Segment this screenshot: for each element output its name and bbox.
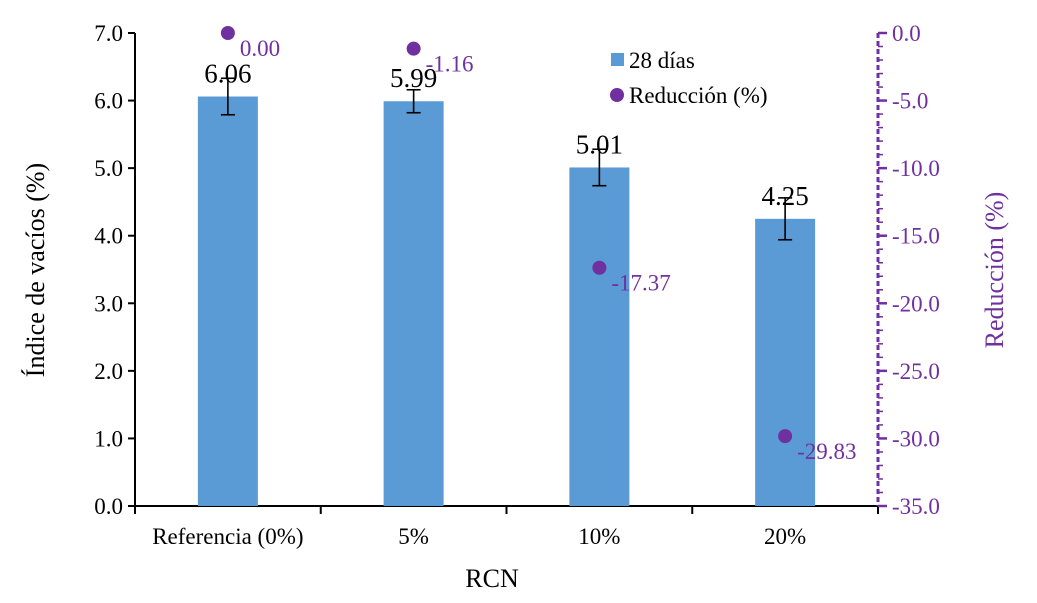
bar [197,96,258,506]
y-tick-label: 5.0 [94,156,123,181]
y-tick-label: 2.0 [94,359,123,384]
y2-tick-label: -10.0 [892,156,940,181]
x-tick-label: 20% [764,524,806,549]
reduction-value-label: -1.16 [426,52,474,77]
y-tick-label: 7.0 [94,21,123,46]
y2-tick-label: -20.0 [892,291,940,316]
bar [383,101,444,507]
y2-axis-title: Reducción (%) [980,192,1009,349]
axes: 0.0 1.0 2.0 3.0 4.0 5.0 6.0 7.0 Referencia (0%) 5… [94,21,940,549]
y2-tick-label: -25.0 [892,359,940,384]
legend: 28 días Reducción (%) [610,48,768,108]
bar-value-label: 6.06 [204,59,251,89]
x-axis-title: RCN [465,564,519,593]
y-axis-title: Índice de vacíos (%) [21,163,50,377]
reduction-value-label: 0.00 [240,36,280,61]
legend-swatch-points [610,88,624,102]
reduction-point [592,260,607,275]
bar [569,167,630,506]
y2-tick-label: -5.0 [892,89,928,114]
x-tick-label: Referencia (0%) [152,524,303,549]
x-tick-label: 5% [398,524,429,549]
legend-label-points: Reducción (%) [629,83,768,108]
y-tick-label: 1.0 [94,426,123,451]
reduction-point [778,429,793,444]
reduction-point [220,26,235,40]
bars: 6.06 5.99 5.01 4.25 [197,59,816,507]
bar [755,218,816,507]
y2-tick-label: -35.0 [892,494,940,519]
reduction-point [406,41,421,56]
reduction-value-label: -17.37 [611,271,670,296]
legend-label-bars: 28 días [629,48,695,73]
bar-value-label: 4.25 [762,181,809,211]
y-tick-label: 6.0 [94,89,123,114]
y2-tick-label: -15.0 [892,224,940,249]
legend-swatch-bars [611,53,624,66]
reduction-value-label: -29.83 [797,439,856,464]
y2-tick-label: 0.0 [892,21,921,46]
points: 0.00 -1.16 -17.37 -29.83 [220,26,857,464]
y-tick-label: 0.0 [94,494,123,519]
y-tick-label: 3.0 [94,291,123,316]
y2-tick-label: -30.0 [892,426,940,451]
x-tick-label: 10% [578,524,620,549]
y-tick-label: 4.0 [94,224,123,249]
bar-value-label: 5.01 [576,129,623,159]
bar-value-label: 5.99 [390,63,437,93]
